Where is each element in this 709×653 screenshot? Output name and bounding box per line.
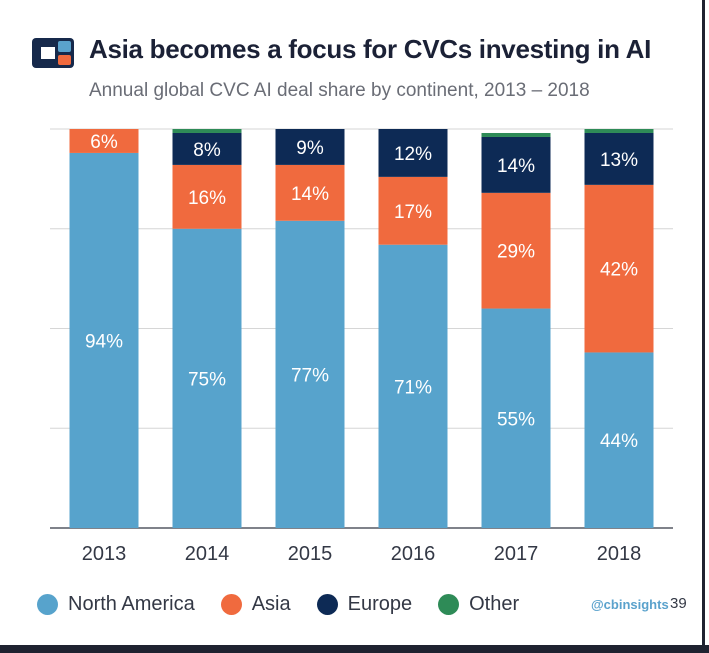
bar-segment-north-america xyxy=(584,352,654,528)
bar-segment-europe xyxy=(481,136,551,193)
data-label: 13% xyxy=(600,150,638,171)
x-tick-label: 2014 xyxy=(185,543,230,565)
x-tick-label: 2015 xyxy=(288,543,333,565)
legend-swatch xyxy=(438,593,460,615)
data-label: 14% xyxy=(291,184,329,205)
legend-item-other: Other xyxy=(438,593,519,616)
data-label: 9% xyxy=(296,138,324,159)
x-tick-label: 2018 xyxy=(597,543,642,565)
data-label: 12% xyxy=(394,144,432,165)
data-label: 8% xyxy=(193,140,221,161)
data-label: 94% xyxy=(85,331,123,352)
bar-segment-other xyxy=(172,129,242,133)
bar-segment-europe xyxy=(172,132,242,165)
data-label: 77% xyxy=(291,365,329,386)
legend-label: Europe xyxy=(347,592,413,615)
data-label: 42% xyxy=(600,260,638,281)
legend-swatch xyxy=(37,593,58,615)
bar-segment-asia xyxy=(275,164,345,221)
bar-segment-europe xyxy=(378,129,448,177)
data-label: 44% xyxy=(600,431,638,452)
legend-swatch xyxy=(316,593,338,615)
x-tick-label: 2017 xyxy=(494,543,539,565)
bar-segment-other xyxy=(481,132,551,137)
chart-title: Asia becomes a focus for CVCs investing … xyxy=(89,34,652,64)
bar-segment-asia xyxy=(584,184,654,353)
bar-segment-other xyxy=(584,129,654,133)
source-handle: @cbinsights xyxy=(591,597,669,612)
chart-subtitle: Annual global CVC AI deal share by conti… xyxy=(89,80,590,101)
legend-item-asia: Asia xyxy=(220,592,291,616)
legend-label: Asia xyxy=(251,592,291,615)
page-number: 39 xyxy=(670,595,687,612)
legend-swatch xyxy=(220,593,242,615)
bar-segment-north-america xyxy=(275,220,345,528)
data-label: 71% xyxy=(394,377,432,398)
frame-bottom-strip xyxy=(0,645,709,653)
chart-legend: North America Asia Europe Other xyxy=(37,590,545,618)
bar-segment-europe xyxy=(275,129,345,165)
bar-segment-north-america xyxy=(378,244,448,528)
legend-label: Other xyxy=(469,592,520,615)
x-tick-label: 2016 xyxy=(391,543,436,565)
bar-segment-asia xyxy=(378,176,448,245)
bar-segment-north-america xyxy=(481,308,551,528)
cb-insights-logo-icon xyxy=(32,38,74,68)
legend-item-europe: Europe xyxy=(316,592,413,616)
x-tick-label: 2013 xyxy=(82,543,127,565)
bar-segment-asia xyxy=(172,164,242,229)
data-label: 14% xyxy=(497,156,535,177)
bar-segment-asia xyxy=(481,192,551,309)
bar-segment-asia xyxy=(69,129,139,153)
bar-segment-europe xyxy=(584,132,654,185)
data-label: 75% xyxy=(188,369,226,390)
legend-label: North America xyxy=(68,592,195,615)
data-label: 29% xyxy=(497,242,535,263)
bar-segment-north-america xyxy=(172,228,242,528)
data-label: 17% xyxy=(394,202,432,223)
legend-item-north-america: North America xyxy=(37,593,195,616)
data-label: 6% xyxy=(90,132,118,153)
bar-segment-north-america xyxy=(69,152,139,528)
frame-right-rule xyxy=(702,0,705,645)
data-label: 16% xyxy=(188,188,226,209)
data-label: 55% xyxy=(497,409,535,430)
